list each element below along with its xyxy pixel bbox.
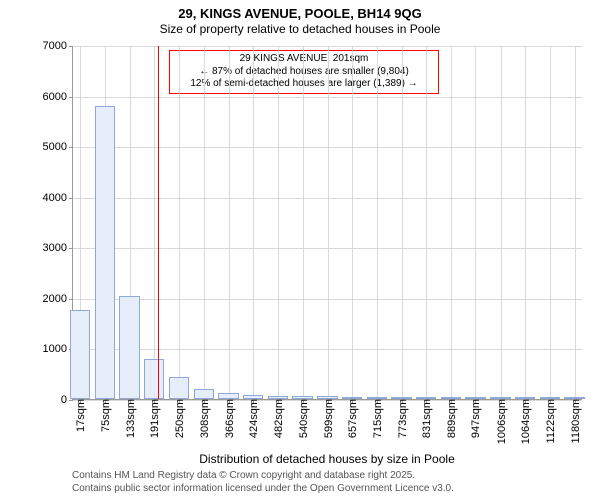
- annotation-box: 29 KINGS AVENUE: 201sqm ← 87% of detache…: [169, 50, 439, 94]
- gridline-vertical: [179, 46, 180, 399]
- xtick-label: 17sqm: [73, 399, 87, 432]
- histogram-bar: [218, 393, 238, 399]
- footer-line1: Contains HM Land Registry data © Crown c…: [72, 470, 454, 483]
- annotation-line2: ← 87% of detached houses are smaller (9,…: [174, 66, 434, 79]
- histogram-bar: [441, 397, 461, 399]
- gridline-vertical: [253, 46, 254, 399]
- xtick-label: 482sqm: [271, 399, 285, 438]
- xtick-label: 657sqm: [345, 399, 359, 438]
- xtick-label: 424sqm: [246, 399, 260, 438]
- xtick-label: 308sqm: [197, 399, 211, 438]
- histogram-bar: [416, 397, 436, 399]
- xtick-label: 599sqm: [321, 399, 335, 438]
- histogram-bar: [243, 395, 263, 399]
- ytick-label: 3000: [43, 242, 73, 254]
- gridline-vertical: [525, 46, 526, 399]
- ytick-label: 5000: [43, 141, 73, 153]
- gridline-vertical: [377, 46, 378, 399]
- gridline-vertical: [352, 46, 353, 399]
- gridline-vertical: [303, 46, 304, 399]
- xtick-label: 1064sqm: [518, 399, 532, 444]
- gridline-vertical: [475, 46, 476, 399]
- xtick-label: 1006sqm: [494, 399, 508, 444]
- histogram-bar: [268, 396, 288, 399]
- xtick-label: 947sqm: [468, 399, 482, 438]
- histogram-bar: [564, 397, 584, 399]
- histogram-bar: [70, 310, 90, 399]
- gridline-vertical: [575, 46, 576, 399]
- ytick-label: 2000: [43, 293, 73, 305]
- xtick-label: 715sqm: [370, 399, 384, 438]
- xtick-label: 133sqm: [123, 399, 137, 438]
- xtick-label: 773sqm: [395, 399, 409, 438]
- ytick-label: 1000: [43, 343, 73, 355]
- gridline-vertical: [204, 46, 205, 399]
- gridline-vertical: [229, 46, 230, 399]
- histogram-bar: [144, 359, 164, 399]
- xtick-label: 831sqm: [419, 399, 433, 438]
- xtick-label: 250sqm: [172, 399, 186, 438]
- xtick-label: 889sqm: [444, 399, 458, 438]
- histogram-bar: [292, 396, 312, 399]
- ytick-label: 4000: [43, 192, 73, 204]
- histogram-bar: [465, 397, 485, 399]
- histogram-bar: [342, 397, 362, 399]
- footer-attribution: Contains HM Land Registry data © Crown c…: [72, 470, 454, 495]
- histogram-bar: [391, 397, 411, 399]
- gridline-vertical: [451, 46, 452, 399]
- histogram-bar: [367, 397, 387, 399]
- histogram-bar: [540, 397, 560, 399]
- xtick-label: 540sqm: [296, 399, 310, 438]
- gridline-vertical: [426, 46, 427, 399]
- histogram-bar: [119, 296, 139, 399]
- marker-line: [158, 46, 159, 399]
- ytick-label: 6000: [43, 91, 73, 103]
- gridline-vertical: [278, 46, 279, 399]
- histogram-bar: [515, 397, 535, 399]
- gridline-vertical: [501, 46, 502, 399]
- gridline-vertical: [402, 46, 403, 399]
- histogram-bar: [317, 396, 337, 399]
- x-axis-label: Distribution of detached houses by size …: [199, 452, 455, 466]
- xtick-label: 1180sqm: [568, 399, 582, 443]
- chart-title: 29, KINGS AVENUE, POOLE, BH14 9QG: [0, 0, 600, 22]
- xtick-label: 1122sqm: [543, 399, 557, 443]
- gridline-vertical: [328, 46, 329, 399]
- gridline-vertical: [154, 46, 155, 399]
- xtick-label: 75sqm: [98, 399, 112, 432]
- xtick-label: 191sqm: [147, 399, 161, 438]
- annotation-line1: 29 KINGS AVENUE: 201sqm: [174, 53, 434, 66]
- histogram-bar: [95, 106, 115, 399]
- chart-subtitle: Size of property relative to detached ho…: [0, 22, 600, 36]
- histogram-bar: [169, 377, 189, 399]
- chart-container: 29, KINGS AVENUE, POOLE, BH14 9QG Size o…: [0, 0, 600, 500]
- histogram-bar: [490, 397, 510, 399]
- footer-line2: Contains public sector information licen…: [72, 483, 454, 496]
- xtick-label: 366sqm: [222, 399, 236, 438]
- gridline-vertical: [550, 46, 551, 399]
- annotation-line3: 12% of semi-detached houses are larger (…: [174, 78, 434, 91]
- plot-area: 29 KINGS AVENUE: 201sqm ← 87% of detache…: [72, 46, 582, 400]
- histogram-bar: [194, 389, 214, 399]
- ytick-label: 7000: [43, 40, 73, 52]
